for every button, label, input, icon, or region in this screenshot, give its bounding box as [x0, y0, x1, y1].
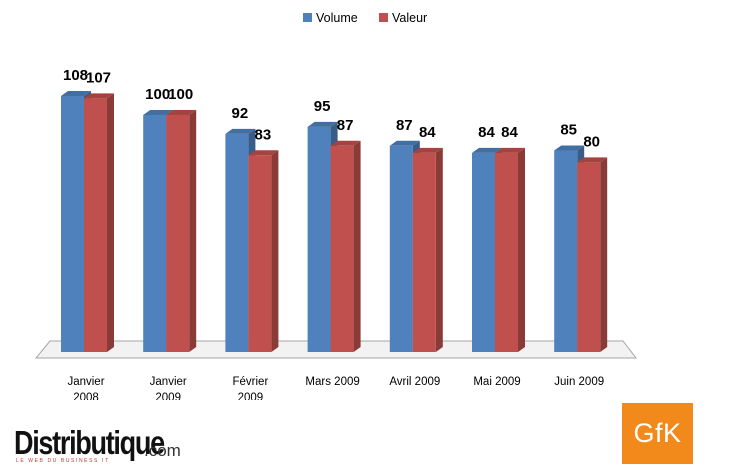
bar-top — [248, 150, 279, 156]
bar-valeur — [577, 157, 608, 352]
category-label: Janvier 2009 — [150, 376, 187, 400]
bar-front — [248, 155, 272, 352]
category-label: Avril 2009 — [389, 376, 440, 388]
data-label-valeur: 100 — [168, 86, 193, 103]
brand-logo-tld: .com — [144, 441, 181, 460]
distributique-logo: Distributique .com LE WEB DU BUSINESS IT — [14, 424, 314, 466]
bar-front — [330, 145, 354, 352]
data-label-volume: 84 — [478, 124, 495, 141]
bar-front — [225, 133, 249, 352]
data-label-volume: 92 — [232, 105, 249, 122]
bar-valeur — [84, 93, 114, 353]
data-label-valeur: 87 — [337, 117, 354, 134]
bar-side — [107, 93, 114, 353]
data-label-valeur: 83 — [255, 126, 272, 143]
legend-label: Volume — [316, 11, 358, 25]
bar-top — [577, 157, 608, 163]
data-label-volume: 100 — [145, 86, 170, 103]
data-label-volume: 87 — [396, 117, 413, 134]
bar-front — [166, 114, 190, 353]
bar-valeur — [412, 147, 443, 352]
data-label-volume: 108 — [63, 67, 88, 84]
data-label-valeur: 84 — [501, 124, 518, 141]
category-labels-layer: Janvier 2008 Janvier 2009 Février 2009 Mars 20… — [67, 376, 604, 400]
bar-side — [600, 157, 608, 352]
bar-group — [225, 128, 279, 352]
legend-swatch — [303, 13, 312, 22]
data-label-valeur: 84 — [419, 124, 436, 141]
bar-front — [84, 98, 107, 353]
bar-side — [435, 147, 443, 352]
category-label: Mai 2009 — [473, 376, 520, 388]
bar-front — [143, 114, 167, 353]
data-label-volume: 85 — [560, 122, 577, 139]
bar-top — [389, 140, 420, 146]
bar-top — [330, 140, 361, 146]
bar-top — [554, 145, 585, 151]
bar-front — [61, 96, 84, 352]
legend-item: Valeur — [379, 11, 427, 25]
brand-logo-tagline: LE WEB DU BUSINESS IT — [16, 458, 110, 464]
bar-front — [307, 126, 331, 352]
bar-group — [307, 121, 361, 352]
bar-top — [166, 109, 197, 115]
bar-group — [472, 147, 525, 352]
category-label: Janvier 2008 — [67, 376, 104, 400]
bar-top — [225, 128, 256, 134]
bar-valeur — [495, 147, 525, 352]
data-label-volume: 95 — [314, 98, 331, 115]
bar-top — [412, 147, 443, 153]
bar-top — [307, 121, 338, 127]
bar-front — [495, 152, 518, 352]
data-label-valeur: 80 — [583, 133, 600, 150]
bars-layer — [61, 91, 608, 353]
bar-front — [389, 145, 413, 352]
bar-top — [84, 93, 114, 99]
bar-group — [554, 145, 608, 352]
bar-side — [518, 147, 525, 352]
legend: Volume Valeur — [303, 11, 427, 25]
category-label: Février 2009 — [233, 376, 269, 400]
gfk-logo: GfK — [622, 403, 693, 464]
legend-swatch — [379, 13, 388, 22]
category-label: Juin 2009 — [554, 376, 604, 388]
bar-front — [554, 150, 578, 352]
bar-side — [353, 140, 361, 352]
bar-top — [61, 91, 91, 96]
bar-valeur — [330, 140, 361, 352]
gfk-logo-text: GfK — [633, 418, 682, 448]
brand-logo-main: Distributique — [14, 424, 165, 461]
bar-side — [189, 109, 197, 353]
category-label: Mars 2009 — [305, 376, 359, 388]
legend-label: Valeur — [392, 11, 427, 25]
bar-group — [389, 140, 443, 352]
bar-top — [495, 147, 525, 153]
bar-top — [143, 109, 174, 115]
bar-group — [61, 91, 114, 353]
legend-item: Volume — [303, 11, 358, 25]
data-label-valeur: 107 — [86, 69, 111, 86]
bar-top — [472, 147, 502, 153]
bar-front — [472, 152, 495, 352]
bar-group — [143, 109, 197, 353]
bar-front — [412, 152, 436, 352]
bar-side — [271, 150, 279, 352]
bar-front — [577, 162, 601, 352]
bar-valeur — [166, 109, 197, 353]
bar-valeur — [248, 150, 279, 352]
